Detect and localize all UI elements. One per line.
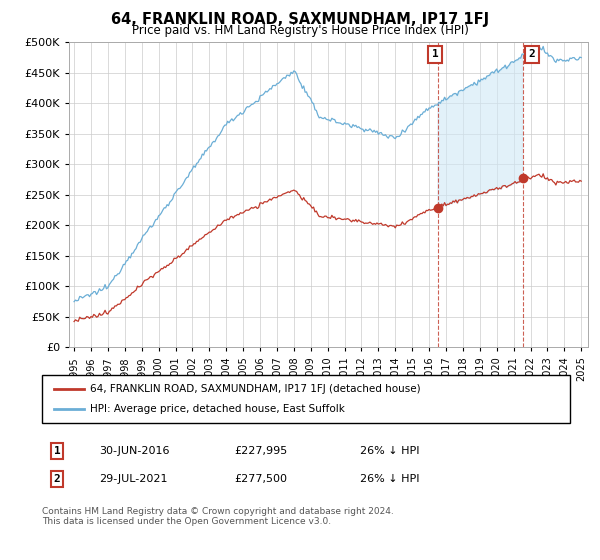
Text: £277,500: £277,500 xyxy=(234,474,287,484)
Text: 1: 1 xyxy=(53,446,61,456)
Text: 2: 2 xyxy=(529,49,535,59)
Text: Contains HM Land Registry data © Crown copyright and database right 2024.
This d: Contains HM Land Registry data © Crown c… xyxy=(42,507,394,526)
Text: 29-JUL-2021: 29-JUL-2021 xyxy=(99,474,167,484)
Text: 26% ↓ HPI: 26% ↓ HPI xyxy=(360,474,419,484)
Text: £227,995: £227,995 xyxy=(234,446,287,456)
Text: 1: 1 xyxy=(431,49,439,59)
Text: 26% ↓ HPI: 26% ↓ HPI xyxy=(360,446,419,456)
Text: 64, FRANKLIN ROAD, SAXMUNDHAM, IP17 1FJ (detached house): 64, FRANKLIN ROAD, SAXMUNDHAM, IP17 1FJ … xyxy=(90,384,421,394)
Text: 2: 2 xyxy=(53,474,61,484)
Text: 64, FRANKLIN ROAD, SAXMUNDHAM, IP17 1FJ: 64, FRANKLIN ROAD, SAXMUNDHAM, IP17 1FJ xyxy=(111,12,489,27)
Text: HPI: Average price, detached house, East Suffolk: HPI: Average price, detached house, East… xyxy=(90,404,345,414)
Text: Price paid vs. HM Land Registry's House Price Index (HPI): Price paid vs. HM Land Registry's House … xyxy=(131,24,469,36)
Text: 30-JUN-2016: 30-JUN-2016 xyxy=(99,446,170,456)
